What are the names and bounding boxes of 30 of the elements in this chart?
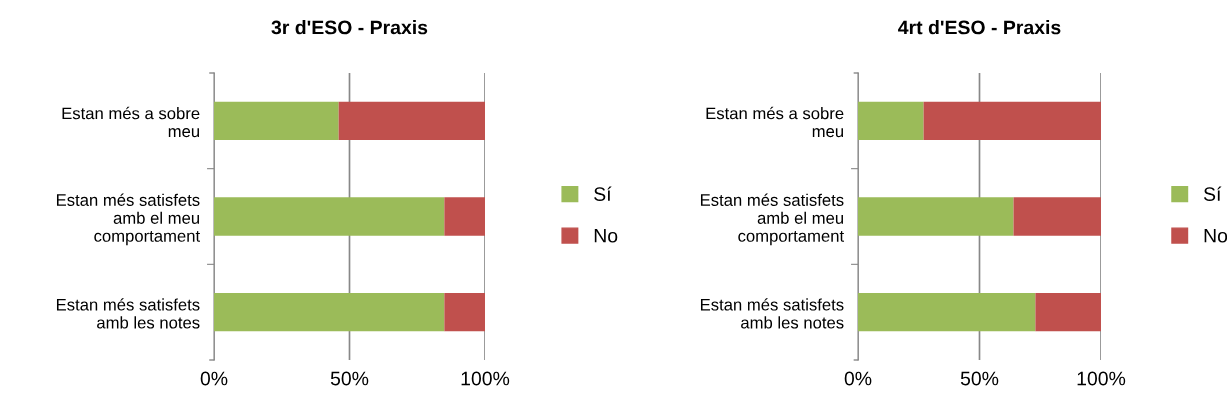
bar [858,197,1014,236]
bar [214,293,445,332]
x-tick-label: 100% [1077,371,1126,386]
legend-label: Sí [1203,186,1222,201]
y-tick-label: Estan més satisfets amb el meu comportament [700,193,844,246]
bar [338,101,485,140]
y-tick-label: Estan més satisfets amb les notes [700,298,844,329]
bar [858,101,924,140]
bar [1013,197,1101,236]
legend-label: Sí [594,186,612,201]
y-tick-label: Estan més satisfets amb el meu comportament [56,193,200,246]
bar [444,197,485,236]
bar [214,101,339,140]
x-tick-label: 50% [330,371,369,386]
y-tick-label: Estan més a sobre meu [706,106,844,138]
y-tick-label: Estan més a sobre meu [62,106,200,138]
x-tick-label: 100% [461,371,510,386]
bar [214,197,445,236]
x-tick-label: 0% [200,371,228,386]
bar [1035,293,1101,332]
x-tick-label: 50% [960,371,999,386]
bar [858,293,1036,332]
bar [923,101,1101,140]
legend-label: No [594,228,618,243]
legend-label: No [1204,228,1227,243]
x-tick-label: 0% [844,371,872,386]
bar [444,293,485,332]
y-tick-label: Estan més satisfets amb les notes [56,298,200,329]
chart-title: 3r d'ESO - Praxis [271,20,428,35]
chart-title: 4rt d'ESO - Praxis [898,20,1061,35]
